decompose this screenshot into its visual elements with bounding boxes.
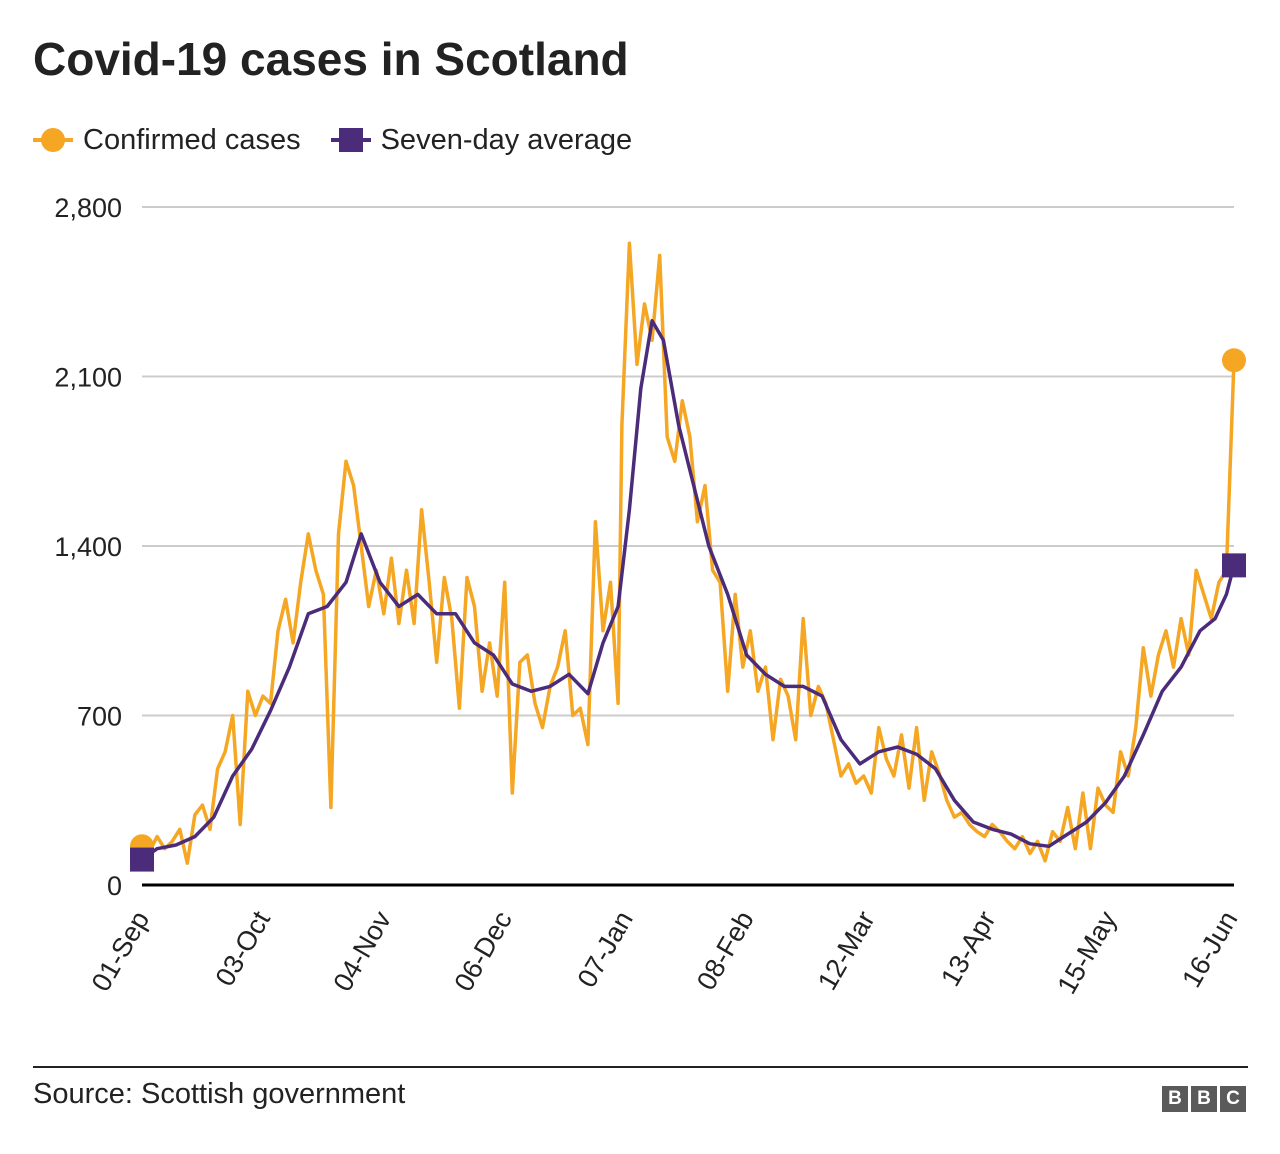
gridlines [142, 206, 1234, 887]
legend-item-confirmed: Confirmed cases [33, 124, 301, 157]
end-markers [130, 348, 1246, 872]
x-tick-label: 12-Mar [812, 906, 881, 995]
x-axis: 01-Sep 03-Oct 04-Nov 06-Dec 07-Jan 08-Feb 12-M… [86, 906, 1244, 999]
x-tick-label: 08-Feb [691, 906, 760, 995]
legend-label-confirmed: Confirmed cases [83, 123, 301, 156]
x-tick-label: 16-Jun [1176, 906, 1243, 993]
x-tick-label: 06-Dec [448, 906, 518, 996]
legend: Confirmed cases Seven-day average [33, 118, 662, 162]
footer-divider [33, 1066, 1248, 1068]
y-tick-label: 700 [77, 702, 122, 732]
x-tick-label: 01-Sep [86, 906, 156, 996]
source-note: Source: Scottish government [33, 1078, 406, 1110]
series-line-confirmed [141, 241, 1236, 865]
legend-item-average: Seven-day average [330, 123, 633, 157]
y-tick-label: 0 [107, 871, 122, 901]
x-tick-label: 07-Jan [572, 906, 639, 993]
legend-label-average: Seven-day average [380, 123, 633, 156]
legend-swatch-confirmed [33, 125, 73, 155]
y-tick-label: 2,800 [54, 193, 122, 223]
end-marker-average-start [130, 847, 154, 872]
x-tick-label: 04-Nov [328, 906, 398, 997]
y-tick-label: 2,100 [54, 363, 122, 393]
chart-title: Covid-19 cases in Scotland [33, 33, 629, 85]
legend-swatch-average [330, 125, 371, 155]
y-tick-label: 1,400 [54, 532, 122, 562]
end-marker-average-end [1222, 553, 1246, 578]
x-tick-label: 15-May [1052, 906, 1123, 999]
series-line-average [140, 319, 1236, 862]
y-axis: 0 700 1,400 2,100 2,800 [54, 193, 122, 901]
x-tick-label: 03-Oct [210, 906, 277, 992]
x-tick-label: 13-Apr [935, 906, 1002, 991]
end-marker-confirmed-end [1222, 348, 1246, 373]
line-chart: 0 700 1,400 2,100 2,800 01-Sep 03-Oct 04-Nov 06… [54, 193, 1246, 999]
series [140, 241, 1236, 865]
